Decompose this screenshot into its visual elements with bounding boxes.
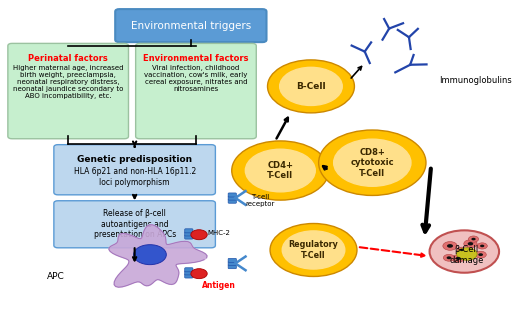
- FancyBboxPatch shape: [185, 274, 193, 278]
- Circle shape: [232, 141, 329, 200]
- Circle shape: [468, 242, 473, 245]
- Circle shape: [457, 247, 466, 253]
- Circle shape: [334, 139, 411, 186]
- Text: B-Cell: B-Cell: [296, 82, 326, 91]
- Text: MHC-2: MHC-2: [208, 230, 230, 236]
- Text: CD4+
T-Cell: CD4+ T-Cell: [267, 161, 294, 180]
- Circle shape: [447, 256, 451, 259]
- Circle shape: [282, 231, 345, 269]
- Circle shape: [475, 251, 486, 258]
- Circle shape: [270, 223, 357, 276]
- FancyBboxPatch shape: [185, 229, 193, 233]
- Text: CD8+
cytotoxic
T-Cell: CD8+ cytotoxic T-Cell: [351, 148, 394, 178]
- Text: Genetic predisposition: Genetic predisposition: [77, 155, 192, 164]
- FancyBboxPatch shape: [228, 262, 237, 265]
- Circle shape: [191, 230, 207, 240]
- Text: β-Cell
damage: β-Cell damage: [450, 245, 484, 265]
- Circle shape: [468, 236, 478, 242]
- Circle shape: [191, 269, 207, 279]
- Circle shape: [447, 244, 453, 248]
- Circle shape: [472, 238, 476, 240]
- Text: Viral infection, childhood
vaccination, cow's milk, early
cereal exposure, nitra: Viral infection, childhood vaccination, …: [144, 64, 248, 92]
- Circle shape: [444, 254, 455, 261]
- Text: Antigen: Antigen: [202, 281, 236, 290]
- FancyBboxPatch shape: [185, 271, 193, 275]
- FancyBboxPatch shape: [185, 232, 193, 236]
- Text: Regulatory
T-Cell: Regulatory T-Cell: [289, 240, 338, 260]
- Circle shape: [452, 255, 464, 262]
- Circle shape: [480, 245, 484, 247]
- FancyBboxPatch shape: [136, 44, 256, 139]
- Circle shape: [280, 67, 342, 105]
- FancyBboxPatch shape: [54, 145, 215, 195]
- Circle shape: [478, 253, 483, 256]
- FancyBboxPatch shape: [185, 268, 193, 272]
- Circle shape: [457, 248, 477, 260]
- Circle shape: [460, 249, 464, 251]
- FancyBboxPatch shape: [228, 264, 237, 269]
- Text: Environmental factors: Environmental factors: [143, 54, 249, 63]
- Circle shape: [134, 245, 166, 264]
- Circle shape: [456, 257, 461, 260]
- FancyBboxPatch shape: [54, 201, 215, 248]
- Circle shape: [246, 149, 315, 192]
- Circle shape: [318, 130, 426, 195]
- Text: Perinatal factors: Perinatal factors: [29, 54, 108, 63]
- FancyBboxPatch shape: [228, 193, 237, 197]
- Text: HLA 6p21 and non-HLA 16p11.2
loci polymorphism: HLA 6p21 and non-HLA 16p11.2 loci polymo…: [73, 167, 196, 187]
- FancyBboxPatch shape: [185, 235, 193, 239]
- Circle shape: [430, 230, 499, 273]
- FancyBboxPatch shape: [115, 9, 267, 42]
- Circle shape: [477, 243, 487, 249]
- Text: Environmental triggers: Environmental triggers: [131, 21, 251, 31]
- Text: Immunoglobulins: Immunoglobulins: [439, 76, 512, 85]
- Text: APC: APC: [46, 272, 64, 281]
- Circle shape: [443, 242, 457, 250]
- Polygon shape: [109, 225, 207, 287]
- Text: Higher maternal age, increased
birth weight, preeclampsia,
neonatal respiratory : Higher maternal age, increased birth wei…: [13, 64, 124, 99]
- FancyBboxPatch shape: [8, 44, 128, 139]
- FancyBboxPatch shape: [228, 196, 237, 200]
- FancyBboxPatch shape: [228, 259, 237, 262]
- Text: T-cell
receptor: T-cell receptor: [245, 194, 275, 207]
- Circle shape: [464, 240, 477, 248]
- FancyBboxPatch shape: [228, 199, 237, 203]
- Text: Release of β-cell
autoantigens and
presentation on APCs: Release of β-cell autoantigens and prese…: [93, 209, 176, 239]
- Circle shape: [268, 60, 354, 113]
